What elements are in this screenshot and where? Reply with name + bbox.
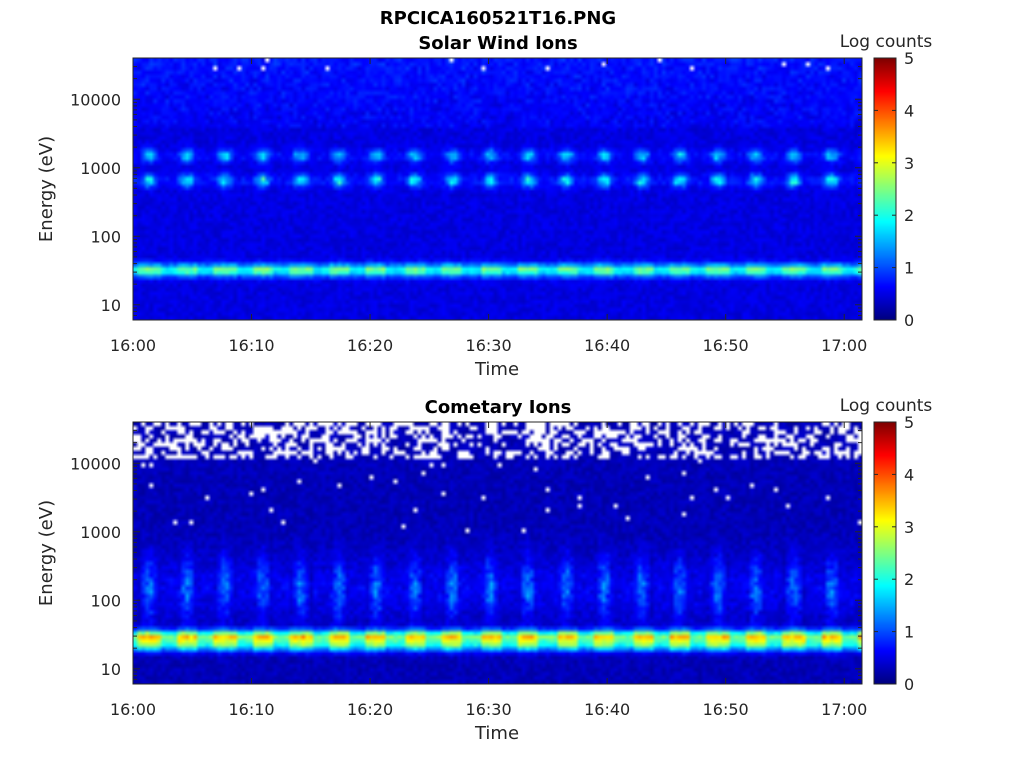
x-tick-label: 16:50	[703, 336, 749, 355]
x-tick-label: 16:30	[466, 336, 512, 355]
panel2-title: Cometary Ions	[425, 397, 572, 418]
figure-title: RPCICA160521T16.PNG	[380, 8, 616, 29]
panel2-heatmap	[133, 422, 862, 684]
y-tick-label: 10	[101, 660, 121, 679]
x-tick-label: 16:40	[584, 336, 630, 355]
x-tick-label: 16:00	[110, 336, 156, 355]
plot-frame	[132, 57, 863, 321]
x-tick-label: 16:20	[347, 336, 393, 355]
colorbar-tick-label: 2	[904, 570, 914, 589]
panel1-axes: 16:00 16:10 16:20 16:30 16:40 16:50 17:00 10 100…	[70, 57, 867, 355]
panel1-colorbar-gradient	[874, 58, 896, 320]
colorbar-tick-label: 3	[904, 154, 914, 173]
x-tick-label: 17:00	[821, 336, 867, 355]
panel2-colorbar-gradient	[874, 422, 896, 684]
x-tick-label: 16:40	[584, 700, 630, 719]
y-tick-label: 10000	[70, 90, 121, 109]
panel1-title: Solar Wind Ions	[418, 33, 577, 54]
x-tick-label: 16:10	[228, 336, 274, 355]
colorbar-tick-label: 3	[904, 518, 914, 537]
panel2-colorbar-label: Log counts	[840, 396, 933, 416]
panel1-colorbar-label: Log counts	[840, 32, 933, 52]
x-tick-label: 17:00	[821, 700, 867, 719]
panel2-axes: 16:00 16:10 16:20 16:30 16:40 16:50 17:00 10 100…	[70, 421, 867, 719]
panel-cometary: Cometary Ions 16:00 16:10 16:20 16:30 16:40 1…	[36, 396, 932, 744]
panel1-ylabel: Energy (eV)	[36, 136, 57, 242]
plot-frame	[132, 421, 863, 685]
colorbar-tick-label: 5	[904, 413, 914, 432]
colorbar-tick-label: 0	[904, 311, 914, 330]
y-tick-label: 100	[90, 227, 121, 246]
panel1-colorbar: 0 1 2 3 4 5 Log counts	[840, 32, 933, 330]
panel-solar-wind: Solar Wind Ions 16:00 16:10 16:20 16:30 16:4…	[36, 32, 932, 380]
panel1-spectrogram	[133, 58, 862, 320]
x-tick-label: 16:10	[228, 700, 274, 719]
panel2-ylabel: Energy (eV)	[36, 500, 57, 606]
x-tick-label: 16:50	[703, 700, 749, 719]
colorbar-tick-label: 0	[904, 675, 914, 694]
panel2-spectrogram	[133, 422, 862, 684]
colorbar-tick-label: 1	[904, 259, 914, 278]
x-tick-label: 16:20	[347, 700, 393, 719]
panel1-xlabel: Time	[474, 359, 519, 380]
panel1-colorbar-ticks: 0 1 2 3 4 5	[874, 49, 914, 330]
colorbar-tick-label: 4	[904, 101, 914, 120]
panel2-xlabel: Time	[474, 723, 519, 744]
colorbar-tick-label: 4	[904, 465, 914, 484]
y-tick-label: 1000	[80, 159, 121, 178]
y-tick-label: 1000	[80, 523, 121, 542]
y-tick-label: 10000	[70, 454, 121, 473]
panel2-colorbar-ticks: 0 1 2 3 4 5	[874, 413, 914, 694]
y-tick-label: 10	[101, 296, 121, 315]
colorbar-tick-label: 2	[904, 206, 914, 225]
y-tick-label: 100	[90, 591, 121, 610]
x-tick-label: 16:30	[466, 700, 512, 719]
colorbar-tick-label: 1	[904, 623, 914, 642]
x-tick-label: 16:00	[110, 700, 156, 719]
panel2-colorbar: 0 1 2 3 4 5 Log counts	[840, 396, 933, 694]
colorbar-tick-label: 5	[904, 49, 914, 68]
panel1-heatmap	[133, 58, 862, 320]
